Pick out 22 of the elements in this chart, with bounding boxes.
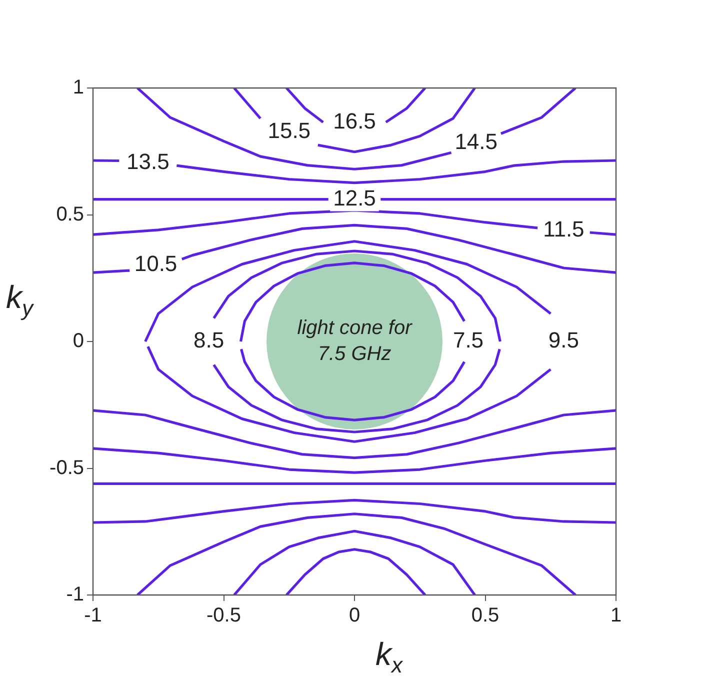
y-tick-label: -1: [66, 584, 84, 606]
x-axis-title: k$_{x}$: [376, 636, 402, 678]
series-label: 15.5: [268, 118, 311, 143]
y-tick-label: 0.5: [56, 203, 84, 226]
annotation: light cone for 7.5 GHz: [297, 317, 414, 366]
series-label: 11.5: [543, 216, 584, 242]
x-tick-label: 1: [610, 604, 622, 627]
x-tick-label: -0.5: [206, 604, 241, 627]
series-label: 13.5: [126, 149, 170, 174]
y-axis-title: k$_{y}$: [6, 279, 33, 322]
y-tick-label: 1: [72, 76, 84, 99]
series-label: 12.5: [333, 185, 376, 210]
annotation: 9.5: [548, 328, 579, 353]
y-tick-label: 0: [72, 330, 84, 352]
annotation: 7.5: [452, 328, 484, 353]
x-tick-label: 0: [348, 604, 360, 627]
series-label: 14.5: [454, 129, 498, 154]
x-tick-label: 0.5: [471, 604, 500, 627]
series-label: 10.5: [134, 250, 178, 276]
annotation: 8.5: [194, 328, 224, 353]
series-label: 16.5: [333, 108, 376, 134]
y-tick-label: -0.5: [50, 456, 84, 479]
